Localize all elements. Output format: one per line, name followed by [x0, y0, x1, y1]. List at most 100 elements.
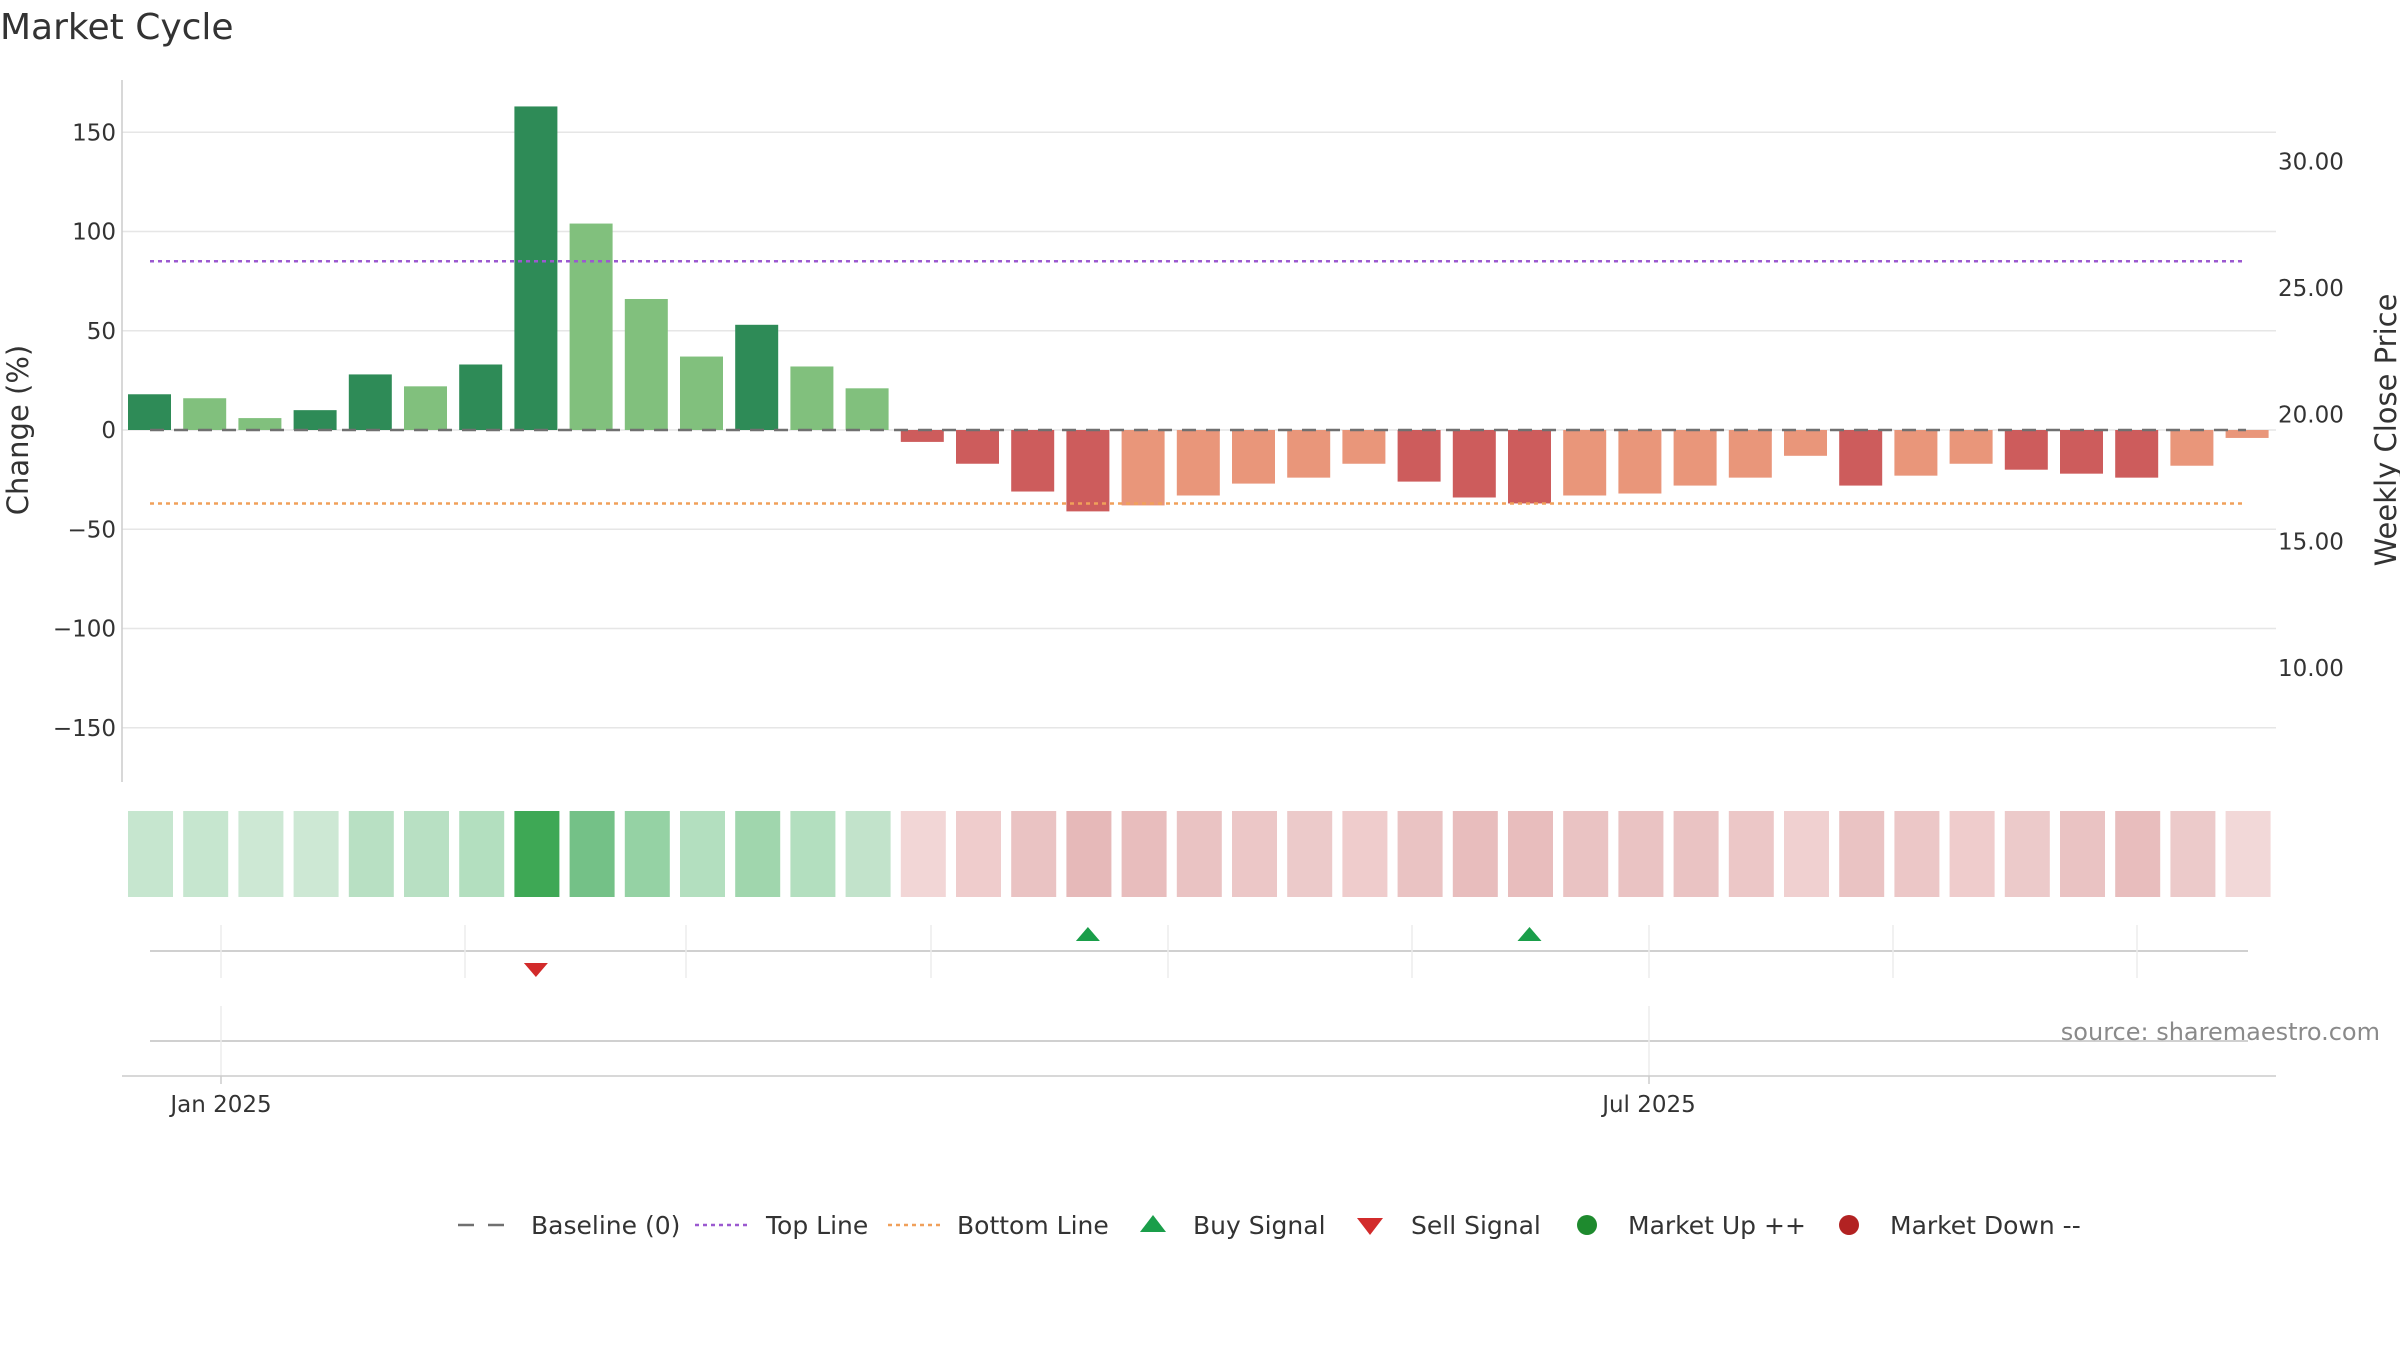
- signal-track: [150, 925, 2248, 978]
- bar: [2170, 430, 2214, 466]
- bar: [624, 298, 668, 430]
- y-tick-label: −50: [67, 517, 116, 543]
- bar: [128, 394, 171, 430]
- legend-item: Baseline (0): [458, 1211, 680, 1240]
- y-axis-label: Change (%): [1, 345, 35, 515]
- legend-triangle-up-icon: [1140, 1215, 1166, 1232]
- heat-cell: [1066, 811, 1112, 897]
- heat-cell: [1563, 811, 1609, 897]
- heat-cell: [2115, 811, 2161, 897]
- sell-signal-marker: [523, 963, 548, 977]
- chart-title: Market Cycle: [0, 7, 234, 48]
- heat-cell: [2060, 811, 2105, 897]
- heat-cell: [1452, 811, 1498, 897]
- heat-cell: [1397, 811, 1443, 897]
- y2-tick-label: 10.00: [2278, 656, 2344, 682]
- y-tick-label: −150: [53, 716, 116, 742]
- reference-lines: [150, 260, 2246, 505]
- bar: [514, 106, 558, 430]
- heat-cell: [845, 811, 891, 897]
- bar: [2115, 430, 2159, 478]
- bar: [459, 364, 503, 430]
- heat-cell: [238, 811, 284, 897]
- bar: [1728, 430, 1772, 478]
- heat-cell: [1618, 811, 1664, 897]
- heat-cell: [1342, 811, 1388, 897]
- bar: [1397, 430, 1441, 482]
- y2-tick-label: 30.00: [2278, 149, 2344, 175]
- heat-cell: [1784, 811, 1829, 897]
- bar: [900, 430, 944, 442]
- bar: [1011, 430, 1055, 492]
- bar: [956, 430, 999, 464]
- heat-cell: [1894, 811, 1940, 897]
- heat-cell: [900, 811, 946, 897]
- heat-cell: [1011, 811, 1057, 897]
- legend-item: Buy Signal: [1140, 1211, 1326, 1240]
- y2-tick-label: 15.00: [2278, 529, 2344, 555]
- bar: [1452, 430, 1496, 498]
- bar: [1232, 430, 1275, 484]
- legend-triangle-down-icon: [1357, 1218, 1383, 1235]
- bar: [2060, 430, 2103, 474]
- heat-cell: [1287, 811, 1333, 897]
- bar: [404, 386, 447, 430]
- legend-label: Baseline (0): [531, 1211, 680, 1240]
- bar: [790, 366, 834, 430]
- source-note: source: sharemaestro.com: [2061, 1018, 2380, 1046]
- legend-label: Top Line: [765, 1211, 868, 1240]
- bar: [1784, 430, 1827, 456]
- bar: [293, 410, 337, 430]
- bar: [2004, 430, 2048, 470]
- bar: [1894, 430, 1938, 476]
- y-tick-label: 50: [87, 319, 116, 345]
- heat-cell: [1508, 811, 1553, 897]
- bar: [1673, 430, 1717, 486]
- legend-circle-icon: [1839, 1215, 1859, 1235]
- heat-cell: [624, 811, 670, 897]
- heat-cell: [348, 811, 394, 897]
- timeline-axis: Jan 2025 Jul 2025: [122, 1006, 2276, 1118]
- heat-cell: [680, 811, 725, 897]
- heat-cell: [293, 811, 339, 897]
- x-tick-label: Jul 2025: [1600, 1092, 1696, 1118]
- heat-cell: [735, 811, 781, 897]
- bars: [128, 106, 2269, 512]
- legend-label: Bottom Line: [957, 1211, 1109, 1240]
- heat-cell: [404, 811, 449, 897]
- heat-strip: [128, 811, 2271, 897]
- bar: [1563, 430, 1607, 496]
- heat-cell: [1176, 811, 1222, 897]
- heat-cell: [183, 811, 229, 897]
- legend-label: Sell Signal: [1411, 1211, 1541, 1240]
- heat-cell: [569, 811, 615, 897]
- buy-signal-marker: [1517, 927, 1542, 941]
- bar: [1949, 430, 1993, 464]
- x-tick-label: Jan 2025: [168, 1092, 271, 1118]
- heat-cell: [1673, 811, 1719, 897]
- bar: [845, 388, 889, 430]
- heat-cell: [1232, 811, 1277, 897]
- heat-cell: [2225, 811, 2271, 897]
- legend-item: Market Down --: [1839, 1211, 2081, 1240]
- heat-cell: [2170, 811, 2216, 897]
- y-tick-label: −100: [53, 617, 116, 643]
- bar: [238, 418, 282, 430]
- heat-cell: [2004, 811, 2050, 897]
- heat-cell: [790, 811, 836, 897]
- bar: [735, 324, 779, 430]
- bar: [680, 356, 723, 430]
- bar: [1839, 430, 1883, 486]
- legend-label: Market Up ++: [1628, 1211, 1806, 1240]
- axes: 150 100 50 0 −50 −100 −150 30.00 25.00 20.00 15.00…: [53, 80, 2344, 782]
- bar: [1618, 430, 1662, 494]
- bar: [1342, 430, 1386, 464]
- legend-item: Top Line: [695, 1211, 868, 1240]
- heat-cell: [459, 811, 505, 897]
- legend-label: Buy Signal: [1193, 1211, 1326, 1240]
- bar: [569, 223, 613, 430]
- legend-item: Market Up ++: [1577, 1211, 1806, 1240]
- legend-item: Sell Signal: [1357, 1211, 1541, 1240]
- bar: [1508, 430, 1551, 504]
